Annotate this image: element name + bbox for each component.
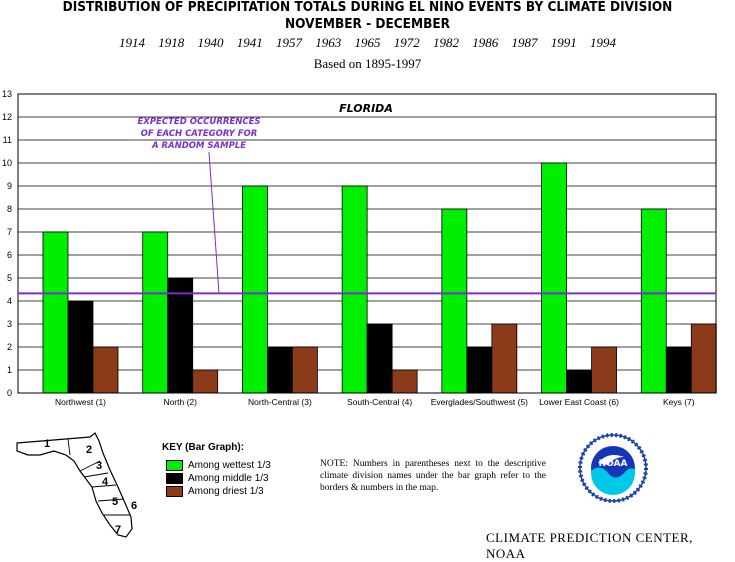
- key-label-driest: Among driest 1/3: [188, 486, 264, 497]
- bar: [391, 369, 418, 394]
- key-swatch-driest: [166, 486, 183, 497]
- bar: [142, 231, 169, 394]
- x-tick-label: South-Central (4): [347, 397, 412, 407]
- bar: [167, 277, 194, 394]
- logo-gull: [598, 455, 624, 465]
- key-label-middle: Among middle 1/3: [188, 473, 269, 484]
- plot-frame: [17, 93, 717, 394]
- x-tick-label: Everglades/Southwest (5): [431, 397, 528, 407]
- logo-lettering-ring: [578, 433, 648, 503]
- base-period: Based on 1895-1997: [313, 56, 422, 71]
- x-tick-label: Northwest (1): [55, 397, 106, 407]
- panel-title: FLORIDA: [339, 102, 393, 115]
- map-number-1: 1: [44, 438, 50, 450]
- y-tick-label: 8: [7, 204, 12, 214]
- florida-division-map: 1 2 3 4 5 6 7: [16, 432, 137, 538]
- key-item-driest: Among driest 1/3: [166, 485, 264, 498]
- footer-credit: CLIMATE PREDICTION CENTER, NOAA: [486, 530, 693, 561]
- y-tick-label: 12: [2, 112, 12, 122]
- bar: [92, 346, 119, 394]
- noaa-logo-icon: NOAA: [578, 433, 648, 503]
- bar: [566, 369, 592, 394]
- key-swatch-wettest: [166, 460, 183, 471]
- bar: [640, 208, 667, 394]
- y-tick-label: 13: [2, 89, 12, 99]
- y-tick-label: 6: [7, 250, 12, 260]
- y-tick-label: 11: [3, 135, 12, 145]
- bar: [242, 185, 268, 394]
- map-number-3: 3: [96, 460, 102, 472]
- x-tick-label: North (2): [163, 397, 197, 407]
- bar: [292, 346, 318, 394]
- bar: [341, 185, 368, 394]
- map-number-6: 6: [131, 500, 137, 512]
- y-tick-label: 10: [2, 158, 12, 168]
- x-tick-label: Lower East Coast (6): [539, 397, 619, 407]
- bar: [466, 346, 493, 394]
- annotation-line: A RANDOM SAMPLE: [151, 141, 246, 151]
- y-tick-label: 0: [7, 388, 12, 398]
- bar: [690, 323, 717, 394]
- key-label-wettest: Among wettest 1/3: [188, 460, 271, 471]
- logo-wave: [591, 467, 635, 495]
- chart-title-line2: NOVEMBER - DECEMBER: [284, 16, 450, 32]
- map-number-2: 2: [86, 444, 92, 456]
- bar: [267, 346, 293, 394]
- y-tick-label: 4: [7, 296, 12, 306]
- bars: [42, 162, 717, 394]
- bar: [42, 231, 69, 394]
- bar: [366, 323, 393, 394]
- y-tick-label: 3: [7, 319, 12, 329]
- annotation-text: EXPECTED OCCURRENCES OF EACH CATEGORY FOR…: [137, 117, 260, 151]
- y-tick-label: 9: [7, 181, 12, 191]
- bar: [591, 346, 617, 394]
- bar: [192, 369, 219, 394]
- el-nino-years: 1914 1918 1940 1941 1957 1963 1965 1972 …: [119, 35, 616, 50]
- y-tick-label: 1: [7, 365, 12, 375]
- map-number-7: 7: [115, 524, 121, 536]
- map-note: NOTE: Numbers in parentheses next to the…: [320, 459, 546, 493]
- division-borders: [67, 438, 130, 516]
- map-number-5: 5: [112, 496, 118, 508]
- y-tick-label: 5: [7, 273, 12, 283]
- florida-outline: [16, 432, 133, 538]
- y-tick-label: 7: [7, 227, 12, 237]
- y-tick-label: 2: [7, 342, 12, 352]
- map-number-4: 4: [102, 476, 109, 488]
- key-swatch-middle: [166, 473, 183, 484]
- bar: [67, 300, 94, 394]
- bar: [665, 346, 692, 394]
- bar: [491, 323, 518, 394]
- annotation-line: EXPECTED OCCURRENCES: [137, 117, 260, 127]
- chart-title-line1: DISTRIBUTION OF PRECIPITATION TOTALS DUR…: [62, 0, 673, 15]
- bar: [441, 208, 468, 394]
- x-tick-label: Keys (7): [663, 397, 695, 407]
- x-tick-label: North-Central (3): [248, 397, 312, 407]
- bar: [541, 162, 567, 394]
- key-title: KEY (Bar Graph):: [162, 442, 245, 453]
- x-axis-labels: Northwest (1) North (2) North-Central (3) S…: [55, 397, 695, 407]
- key-item-wettest: Among wettest 1/3: [166, 459, 271, 472]
- annotation-pointer: [208, 151, 220, 294]
- logo-text: NOAA: [599, 459, 628, 469]
- key-item-middle: Among middle 1/3: [166, 472, 269, 485]
- annotation-line: OF EACH CATEGORY FOR: [141, 129, 258, 139]
